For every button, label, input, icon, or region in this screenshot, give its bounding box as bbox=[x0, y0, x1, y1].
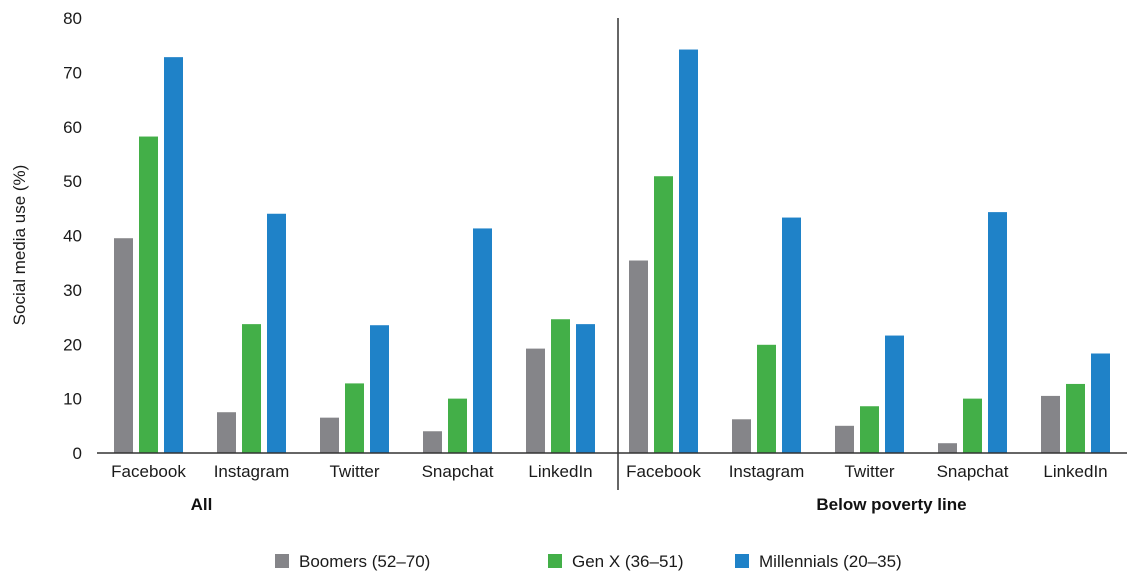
group-labels: All Below poverty line bbox=[191, 495, 967, 514]
y-axis-ticks: 0 10 20 30 40 50 60 70 80 bbox=[63, 9, 82, 463]
bar bbox=[885, 335, 904, 453]
group-label: Below poverty line bbox=[816, 495, 966, 514]
category-label: Snapchat bbox=[937, 462, 1009, 481]
bar bbox=[267, 213, 286, 453]
legend-swatch bbox=[275, 554, 289, 568]
bar bbox=[938, 443, 957, 453]
category-label: Facebook bbox=[626, 462, 701, 481]
bar bbox=[345, 383, 364, 453]
legend-label: Boomers (52–70) bbox=[299, 552, 430, 571]
bar bbox=[679, 49, 698, 453]
bar bbox=[963, 398, 982, 453]
y-tick-label: 30 bbox=[63, 281, 82, 300]
bar bbox=[320, 417, 339, 453]
bar bbox=[1091, 353, 1110, 453]
y-tick-label: 60 bbox=[63, 118, 82, 137]
legend-label: Gen X (36–51) bbox=[572, 552, 684, 571]
bars bbox=[114, 49, 1110, 454]
bar bbox=[654, 176, 673, 453]
bar bbox=[114, 238, 133, 453]
category-label: Facebook bbox=[111, 462, 186, 481]
category-label: Twitter bbox=[844, 462, 894, 481]
bar bbox=[164, 57, 183, 454]
bar bbox=[757, 344, 776, 453]
bar bbox=[835, 425, 854, 453]
bar bbox=[217, 412, 236, 453]
bar bbox=[1041, 395, 1060, 453]
bar bbox=[860, 406, 879, 453]
y-tick-label: 70 bbox=[63, 63, 82, 82]
legend-swatch bbox=[548, 554, 562, 568]
y-tick-label: 40 bbox=[63, 227, 82, 246]
category-label: LinkedIn bbox=[528, 462, 592, 481]
y-tick-label: 0 bbox=[73, 444, 82, 463]
bar bbox=[526, 348, 545, 453]
bar bbox=[242, 324, 261, 453]
y-tick-label: 10 bbox=[63, 390, 82, 409]
bar bbox=[473, 228, 492, 453]
y-tick-label: 20 bbox=[63, 335, 82, 354]
category-label: LinkedIn bbox=[1043, 462, 1107, 481]
category-label: Snapchat bbox=[422, 462, 494, 481]
bar bbox=[551, 319, 570, 453]
bar bbox=[139, 136, 158, 453]
bar bbox=[423, 431, 442, 453]
legend-label: Millennials (20–35) bbox=[759, 552, 902, 571]
legend: Boomers (52–70) Gen X (36–51) Millennials … bbox=[275, 552, 902, 571]
category-label: Instagram bbox=[729, 462, 805, 481]
bar bbox=[1066, 383, 1085, 453]
legend-swatch bbox=[735, 554, 749, 568]
bar bbox=[732, 419, 751, 453]
category-labels: Facebook Instagram Twitter Snapchat LinkedIn… bbox=[111, 462, 1107, 481]
category-label: Instagram bbox=[214, 462, 290, 481]
bar bbox=[370, 325, 389, 453]
bar bbox=[576, 324, 595, 453]
y-tick-label: 80 bbox=[63, 9, 82, 28]
bar bbox=[448, 398, 467, 453]
bar bbox=[629, 260, 648, 453]
category-label: Twitter bbox=[329, 462, 379, 481]
group-label: All bbox=[191, 495, 213, 514]
bar bbox=[988, 212, 1007, 453]
bar bbox=[782, 217, 801, 453]
y-axis-label: Social media use (%) bbox=[10, 165, 29, 326]
y-tick-label: 50 bbox=[63, 172, 82, 191]
